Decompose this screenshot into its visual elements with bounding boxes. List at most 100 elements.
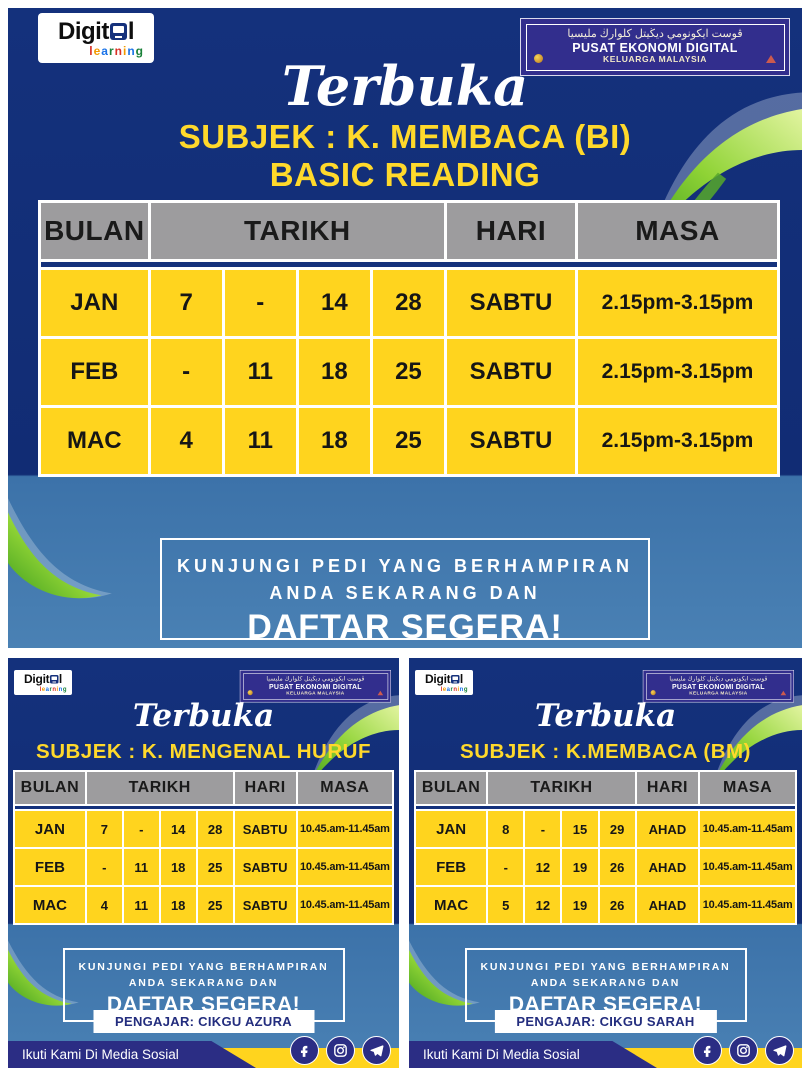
date-cell: 7	[86, 811, 122, 847]
header-hari: HARI	[446, 203, 575, 259]
date-cell: 4	[86, 887, 122, 923]
logo-text-digit: Digit	[24, 672, 50, 686]
logo-text-digit: Digit	[58, 17, 109, 45]
cta-register-now: DAFTAR SEGERA!	[106, 992, 301, 1016]
digital-learning-logo: Digit l learning	[38, 13, 154, 63]
time-cell: 2.15pm-3.15pm	[577, 339, 777, 405]
time-cell: 10.45.am-11.45am	[297, 811, 392, 847]
time-cell: 10.45.am-11.45am	[700, 887, 795, 923]
logo-wordmark: Digit l	[24, 673, 62, 685]
date-cell: 18	[160, 849, 196, 885]
cta-register-now: DAFTAR SEGERA!	[247, 608, 563, 646]
date-cell: 7	[150, 270, 222, 336]
facebook-icon[interactable]	[290, 1036, 319, 1065]
script-title: Terbuka	[132, 698, 275, 734]
date-cell: 5	[488, 887, 524, 923]
footer-label: Ikuti Kami Di Media Sosial	[423, 1047, 580, 1062]
cta-line: KUNJUNGI PEDI YANG BERHAMPIRAN	[176, 556, 634, 576]
table-header-row: BULAN TARIKH HARI MASA	[41, 203, 777, 259]
badge-title: PUSAT EKONOMI DIGITAL	[269, 682, 362, 691]
date-cell: 26	[599, 849, 635, 885]
month-cell: MAC	[15, 887, 85, 923]
date-cell: 14	[160, 811, 196, 847]
date-cell: -	[86, 849, 122, 885]
poster-basic-reading: Digit l learning ڤوست ايكونومي ديڬيتل كل…	[8, 8, 802, 648]
badge-subtitle: KELUARGA MALAYSIA	[286, 690, 345, 696]
month-cell: FEB	[15, 849, 85, 885]
script-title: Terbuka	[534, 698, 677, 734]
crest-icon	[247, 689, 253, 695]
cta-box: KUNJUNGI PEDI YANG BERHAMPIRAN ANDA SEKA…	[160, 538, 650, 646]
pusat-ekonomi-digital-badge: ڤوست ايكونومي ديڬيتل كلوارڬ مليسيا PUSAT…	[239, 670, 391, 703]
date-cell: 25	[197, 849, 233, 885]
green-wave-decoration	[8, 498, 112, 599]
logo-wordmark: Digit l	[58, 17, 135, 45]
date-cell: -	[123, 811, 159, 847]
logo-text-l: l	[58, 672, 62, 686]
date-cell: 18	[298, 339, 370, 405]
instagram-icon[interactable]	[326, 1036, 355, 1065]
crest-icon	[533, 53, 543, 63]
social-media-banner: Ikuti Kami Di Media Sosial	[409, 1041, 657, 1068]
month-cell: MAC	[41, 408, 148, 474]
cta-line: ANDA SEKARANG DAN	[128, 977, 279, 990]
month-cell: JAN	[15, 811, 85, 847]
date-cell: 15	[562, 811, 598, 847]
date-cell: 28	[372, 270, 444, 336]
date-cell: 18	[298, 408, 370, 474]
date-cell: -	[224, 270, 296, 336]
badge-frame: ڤوست ايكونومي ديڬيتل كلوارڬ مليسيا PUSAT…	[242, 673, 388, 700]
logo-text-l: l	[459, 672, 463, 686]
badge-frame: ڤوست ايكونومي ديڬيتل كلوارڬ مليسيا PUSAT…	[645, 673, 791, 700]
digital-learning-logo: Digit l learning	[415, 670, 473, 695]
date-cell: 8	[488, 811, 524, 847]
badge-title: PUSAT EKONOMI DIGITAL	[572, 40, 738, 55]
badge-subtitle: KELUARGA MALAYSIA	[602, 54, 708, 65]
badge-title: PUSAT EKONOMI DIGITAL	[672, 682, 765, 691]
date-cell: 4	[150, 408, 222, 474]
time-cell: 10.45.am-11.45am	[297, 887, 392, 923]
date-cell: 25	[197, 887, 233, 923]
date-cell: 26	[599, 887, 635, 923]
table-header-row: BULAN TARIKH HARI MASA	[416, 772, 795, 804]
month-cell: MAC	[416, 887, 487, 923]
telegram-icon[interactable]	[765, 1036, 794, 1065]
day-cell: SABTU	[446, 270, 575, 336]
logo-subtitle: learning	[39, 685, 67, 693]
day-cell: AHAD	[636, 849, 699, 885]
emblem-icon	[377, 690, 383, 695]
header-bulan: BULAN	[41, 203, 148, 259]
date-cell: 28	[197, 811, 233, 847]
facebook-icon[interactable]	[693, 1036, 722, 1065]
badge-subtitle: KELUARGA MALAYSIA	[689, 690, 748, 696]
social-icons	[290, 1036, 391, 1065]
header-masa: MASA	[700, 772, 795, 804]
instagram-icon[interactable]	[729, 1036, 758, 1065]
header-tarikh: TARIKH	[86, 772, 233, 804]
date-cell: 29	[599, 811, 635, 847]
date-cell: 18	[160, 887, 196, 923]
time-cell: 2.15pm-3.15pm	[577, 270, 777, 336]
header-masa: MASA	[297, 772, 392, 804]
schedule-table: BULAN TARIKH HARI MASA JAN 8 - 15 29 AHA…	[414, 770, 797, 925]
schedule-table: BULAN TARIKH HARI MASA JAN 7 - 14 28 SAB…	[13, 770, 394, 925]
month-cell: FEB	[41, 339, 148, 405]
date-cell: 11	[123, 849, 159, 885]
date-cell: 12	[525, 887, 561, 923]
table-body: JAN 8 - 15 29 AHAD 10.45.am-11.45am FEB …	[416, 811, 795, 923]
table-header-row: BULAN TARIKH HARI MASA	[15, 772, 392, 804]
cta-line: ANDA SEKARANG DAN	[530, 977, 681, 990]
telegram-icon[interactable]	[362, 1036, 391, 1065]
date-cell: 25	[372, 339, 444, 405]
poster-mengenal-huruf: Digit l learning ڤوست ايكونومي ديڬيتل كل…	[8, 658, 399, 1068]
badge-jawi-text: ڤوست ايكونومي ديڬيتل كلوارڬ مليسيا	[567, 28, 743, 41]
header-tarikh: TARIKH	[488, 772, 635, 804]
emblem-icon	[765, 54, 776, 63]
logo-subtitle: learning	[440, 685, 468, 693]
date-cell: 25	[372, 408, 444, 474]
date-cell: 11	[224, 339, 296, 405]
header-tarikh: TARIKH	[150, 203, 444, 259]
date-cell: -	[150, 339, 222, 405]
table-body: JAN 7 - 14 28 SABTU 10.45.am-11.45am FEB…	[15, 811, 392, 923]
